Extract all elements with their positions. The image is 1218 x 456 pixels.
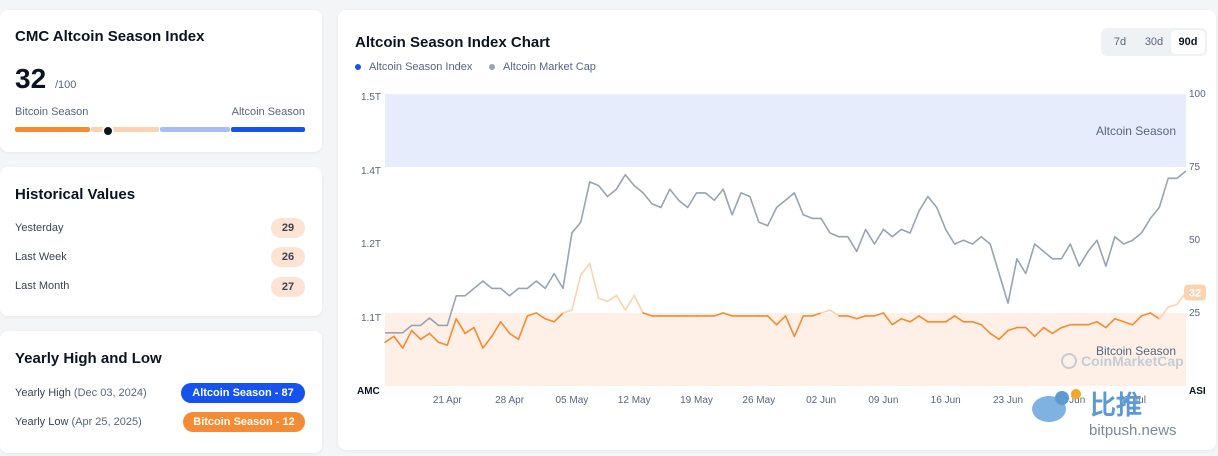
gauge-indicator <box>101 125 114 137</box>
gauge-segment-altcoin-light <box>160 127 230 132</box>
yearly-high-row: Yearly High (Dec 03, 2024) <box>15 387 147 399</box>
index-value: 32 <box>15 63 47 94</box>
yearly-high-pill: Altcoin Season - 87 <box>181 383 305 403</box>
index-card: CMC Altcoin Season Index 32 /100 Bitcoin… <box>0 10 322 152</box>
yearly-low-label: Yearly Low <box>15 416 69 428</box>
historical-label-last-week: Last Week <box>15 251 67 263</box>
yearly-low-pill: Bitcoin Season - 12 <box>183 412 305 432</box>
chart-card: Altcoin Season Index Chart 7d 30d 90d Al… <box>338 10 1216 450</box>
tab-30d[interactable]: 30d <box>1144 36 1164 48</box>
historical-value-last-month: 27 <box>271 277 305 297</box>
index-card-title: CMC Altcoin Season Index <box>15 28 205 45</box>
historical-value-yesterday: 29 <box>271 218 305 238</box>
yearly-low-row: Yearly Low (Apr 25, 2025) <box>15 416 142 428</box>
index-max: /100 <box>55 79 77 91</box>
historical-values-card: Historical Values Yesterday 29 Last Week… <box>0 167 322 316</box>
legend-index-label: Altcoin Season Index <box>369 61 473 73</box>
legend-index[interactable]: Altcoin Season Index <box>355 61 472 73</box>
tab-90d[interactable]: 90d <box>1171 30 1205 54</box>
altcoin-season-label: Altcoin Season <box>231 106 305 118</box>
historical-title: Historical Values <box>15 186 136 203</box>
legend-marketcap[interactable]: Altcoin Market Cap <box>489 61 596 73</box>
historical-label-last-month: Last Month <box>15 280 70 292</box>
gauge-segment-bitcoin <box>15 127 90 132</box>
yearly-high-low-card: Yearly High and Low Yearly High (Dec 03,… <box>0 331 322 453</box>
gauge-segment-altcoin <box>231 127 305 132</box>
bitcoin-season-label: Bitcoin Season <box>15 106 89 118</box>
legend-marketcap-label: Altcoin Market Cap <box>503 61 596 73</box>
yearly-title: Yearly High and Low <box>15 350 162 367</box>
tab-7d[interactable]: 7d <box>1113 36 1127 48</box>
historical-value-last-week: 26 <box>271 247 305 267</box>
yearly-high-label: Yearly High <box>15 387 71 399</box>
gauge-segment-bitcoin-light <box>91 127 159 132</box>
chart-title: Altcoin Season Index Chart <box>355 34 551 51</box>
range-tabs: 7d 30d 90d <box>1101 28 1207 56</box>
historical-label-yesterday: Yesterday <box>15 222 64 234</box>
yearly-low-date: (Apr 25, 2025) <box>71 416 142 428</box>
legend-marketcap-dot <box>489 64 495 70</box>
yearly-high-date: (Dec 03, 2024) <box>73 387 147 399</box>
legend-index-dot <box>355 64 361 70</box>
